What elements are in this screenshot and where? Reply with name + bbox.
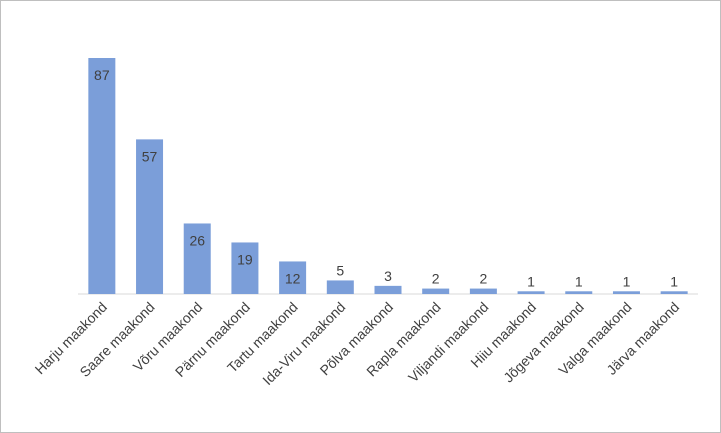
bar <box>374 285 402 294</box>
data-label: 19 <box>237 251 253 267</box>
data-label: 26 <box>189 232 205 248</box>
data-label: 1 <box>670 273 678 289</box>
data-label: 1 <box>575 273 583 289</box>
data-label: 12 <box>285 270 301 286</box>
bar <box>231 242 259 294</box>
bar <box>326 280 354 294</box>
bar <box>279 261 307 294</box>
data-label: 87 <box>94 67 110 83</box>
data-label: 3 <box>384 268 392 284</box>
data-label: 2 <box>479 271 487 287</box>
bar <box>612 291 640 294</box>
data-label: 5 <box>336 262 344 278</box>
data-label: 2 <box>432 271 440 287</box>
bar <box>565 291 593 294</box>
bar <box>183 223 211 294</box>
bar <box>660 291 688 294</box>
data-label: 1 <box>623 273 631 289</box>
bar <box>136 139 164 294</box>
bar <box>517 291 545 294</box>
data-label: 1 <box>527 273 535 289</box>
bar <box>469 288 497 294</box>
bar <box>422 288 450 294</box>
data-label: 57 <box>142 148 158 164</box>
bar <box>88 58 116 294</box>
